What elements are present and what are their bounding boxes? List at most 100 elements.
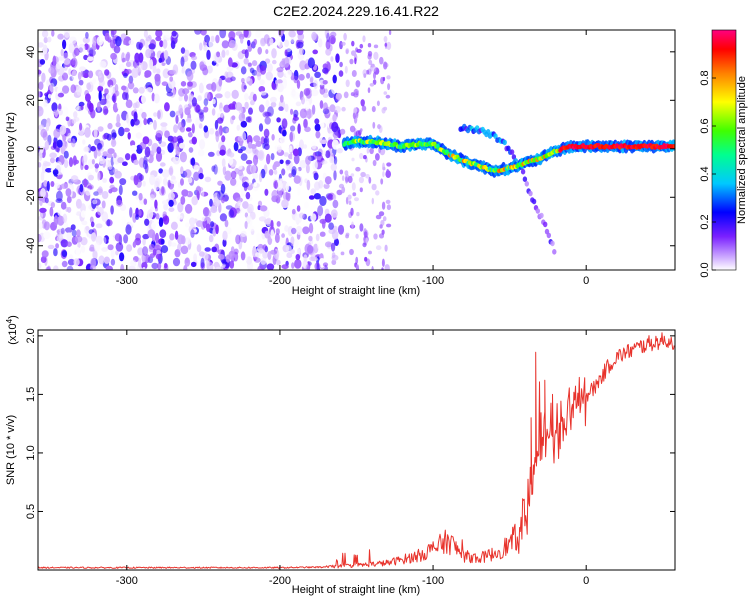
spectrogram-noise-cell: [184, 107, 191, 116]
spectrogram-noise-cell: [113, 45, 121, 54]
spectrogram-noise-cell: [253, 38, 258, 46]
spectrogram-x-ticks: -300 -200 -100 0: [116, 30, 589, 287]
spectrogram-noise-cell: [89, 265, 97, 270]
spectrogram-noise-cell: [263, 138, 268, 144]
spectrogram-noise-cell: [158, 168, 163, 174]
spectrogram-noise-cell: [215, 93, 223, 99]
spectrogram-noise-cell: [221, 196, 225, 204]
spectrogram-noise-cell: [95, 223, 103, 229]
spectrogram-noise-cell: [179, 142, 185, 149]
spectrogram-noise-cell: [103, 256, 110, 264]
spectrogram-noise-cell: [262, 111, 270, 118]
spectrogram-noise-cell: [184, 169, 192, 178]
spectrogram-noise-cell: [141, 253, 146, 263]
spectrogram-noise-cell: [313, 193, 321, 200]
spectrogram-noise-cell: [264, 230, 270, 239]
spectrogram-noise-cell: [193, 253, 198, 262]
spectrogram-noise-cell: [295, 225, 303, 235]
spectrogram-noise-cell: [242, 201, 249, 209]
spectrogram-sparse-cell: [368, 176, 372, 184]
spectrogram-noise-cell: [262, 250, 268, 259]
spectrogram-sparse-cell: [348, 200, 352, 205]
snr-y-multiplier-base: (x10: [7, 323, 19, 344]
spectrogram-noise-cell: [322, 150, 326, 156]
spectrogram-noise-cell: [290, 249, 295, 255]
spectrogram-sparse-cell: [347, 194, 352, 200]
spectrogram-noise-cell: [46, 180, 50, 192]
spectrogram-noise-cell: [115, 122, 121, 128]
spectrogram-noise-cell: [97, 126, 104, 132]
spectrogram-noise-cell: [264, 112, 272, 117]
spectrogram-sparse-cell: [365, 237, 369, 244]
spectrogram-sparse-cell: [344, 170, 349, 176]
spectrogram-sparse-cell: [372, 121, 376, 129]
spectrogram-sparse-cell: [368, 59, 373, 66]
spectrogram-noise-cell: [333, 170, 337, 181]
spectrogram-sparse-cell: [381, 258, 385, 267]
spectrogram-noise-cell: [50, 181, 55, 187]
spectrogram-secondary-cell: [543, 221, 548, 228]
spectrogram-noise-cell: [252, 93, 257, 102]
snr-panel: -300 -200 -100 0 0.5 1.0 1.5 2.0 Height of str…: [5, 315, 676, 596]
spectrogram-noise-cell: [270, 101, 277, 108]
spectrogram-noise-cell: [92, 249, 98, 260]
spectrogram-noise-cell: [39, 199, 43, 206]
spectrogram-noise-cell: [216, 117, 224, 124]
spectrogram-noise-cell: [156, 68, 161, 75]
spectrogram-noise-cell: [249, 164, 257, 174]
spectrogram-noise-cell: [299, 160, 307, 169]
spectrogram-sparse-cell: [355, 166, 361, 172]
spectrogram-noise-cell: [97, 186, 103, 196]
spectrogram-noise-cell: [224, 71, 229, 80]
spectrogram-sparse-cell: [386, 168, 390, 176]
spectrogram-noise-cell: [331, 259, 337, 265]
spectrogram-noise-cell: [259, 79, 265, 86]
spectrogram-sparse-cell: [354, 197, 359, 202]
spectrogram-noise-cell: [311, 256, 318, 262]
spectrogram-sparse-cell: [351, 157, 355, 162]
spectrogram-noise-cell: [159, 229, 167, 239]
spectrogram-noise-cell: [39, 59, 46, 65]
spectrogram-noise-cell: [104, 32, 110, 42]
spectrogram-noise-cell: [201, 216, 207, 222]
spectrogram-noise-cell: [202, 75, 206, 86]
spectrogram-noise-cell: [125, 224, 132, 235]
spectrogram-noise-cell: [284, 103, 289, 113]
spectrogram-noise-cell: [137, 247, 144, 256]
spectrogram-noise-cell: [48, 67, 55, 74]
spectrogram-noise-cell: [176, 135, 183, 142]
spectrogram-x-label: Height of straight line (km): [292, 285, 420, 297]
spectrogram-noise-cell: [198, 251, 205, 257]
colorbar-frame: [711, 29, 737, 271]
spectrogram-noise-cell: [314, 71, 321, 79]
spectrogram-noise-cell: [102, 236, 107, 245]
spectrogram-noise-cell: [296, 205, 301, 212]
spectrogram-noise-cell: [163, 215, 170, 225]
spectrogram-noise-cell: [305, 108, 314, 119]
spectrogram-noise-cell: [292, 91, 300, 100]
spectrogram-noise-cell: [41, 72, 46, 83]
spectrogram-noise-cell: [49, 152, 57, 159]
spectrogram-noise-cell: [314, 118, 320, 125]
spectrogram-noise-cell: [148, 43, 156, 50]
spectrogram-noise-cell: [215, 266, 222, 270]
spectrogram-sparse-cell: [380, 178, 384, 185]
spectrogram-noise-cell: [108, 165, 113, 170]
snr-series-line: [38, 332, 675, 569]
spectrogram-noise-cell: [107, 244, 114, 251]
spectrogram-noise-cell: [211, 246, 217, 253]
spectrogram-noise-cell: [222, 165, 227, 176]
spectrogram-noise-cell: [163, 262, 168, 269]
spectrogram-noise-cell: [179, 151, 187, 163]
spectrogram-noise-cell: [38, 222, 43, 230]
spectrogram-noise-cell: [303, 88, 311, 96]
spectrogram-noise-cell: [331, 121, 339, 133]
spectrogram-noise-cell: [310, 213, 317, 222]
spectrogram-noise-cell: [110, 129, 117, 140]
spectrogram-noise-cell: [106, 153, 113, 159]
spectrogram-noise-cell: [196, 244, 202, 253]
spectrogram-noise-cell: [133, 159, 139, 165]
spectrogram-noise-cell: [38, 142, 42, 148]
spectrogram-noise-cell: [222, 230, 228, 241]
spectrogram-noise-cell: [284, 39, 290, 48]
